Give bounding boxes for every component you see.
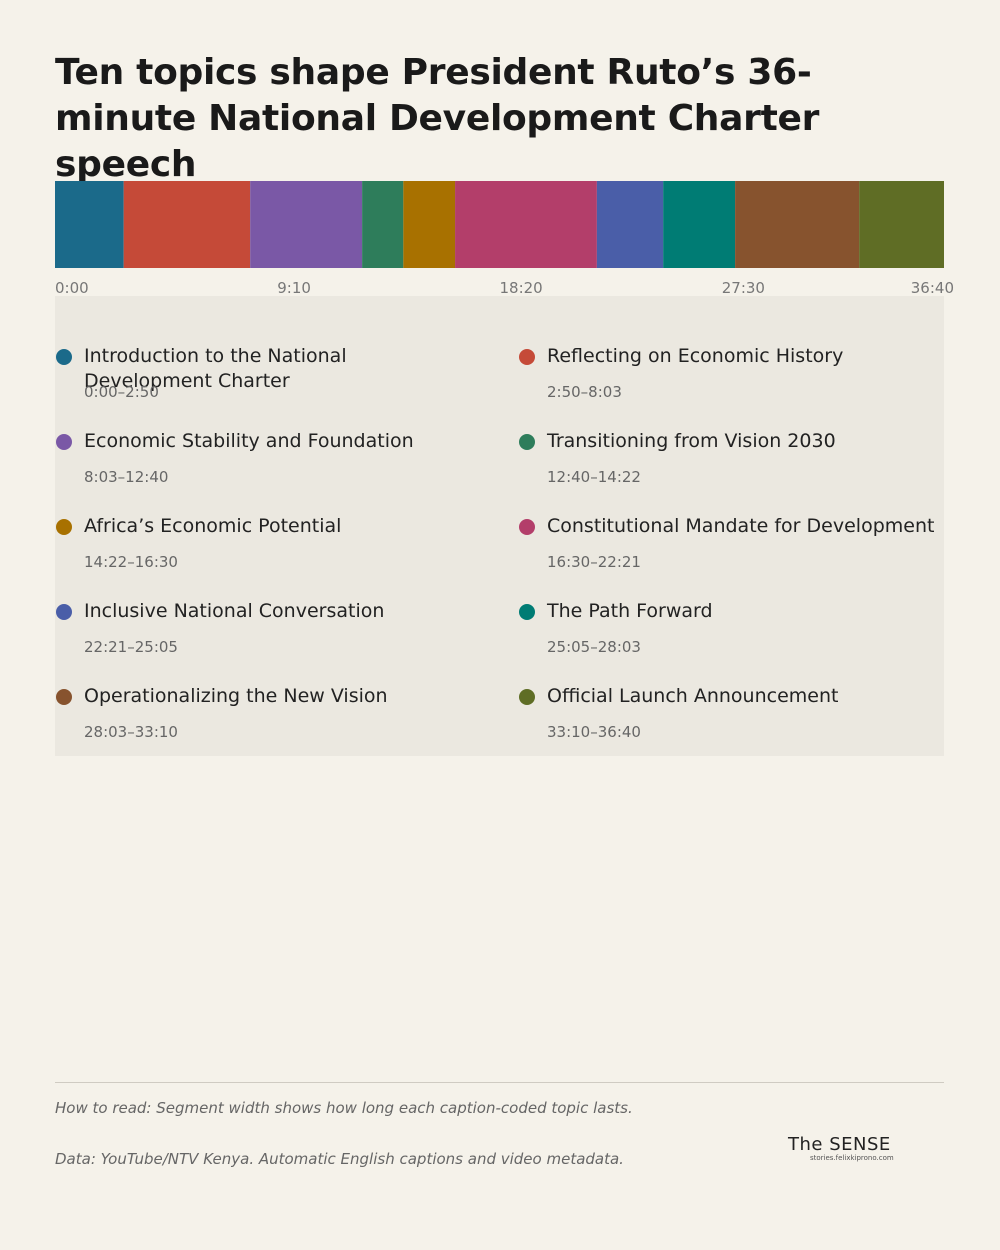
note: Data: YouTube/NTV Kenya. Automatic Engli… <box>55 1150 624 1168</box>
segment <box>403 181 456 268</box>
time-range: 16:30–22:21 <box>547 553 641 571</box>
legend-label: Official Launch Announcement <box>547 685 839 707</box>
legend-label: Operationalizing the New Vision <box>84 685 388 707</box>
x-tick-label: 18:20 <box>500 279 543 297</box>
segment <box>859 181 944 268</box>
note: How to read: Segment width shows how lon… <box>55 1099 633 1117</box>
segment <box>663 181 736 268</box>
segment <box>250 181 363 268</box>
legend-label: Introduction to the National Development… <box>84 345 347 392</box>
legend-label: Constitutional Mandate for Development <box>547 515 935 537</box>
x-tick-label: 0:00 <box>55 279 89 297</box>
legend-swatch <box>56 434 72 450</box>
legend-swatch <box>519 434 535 450</box>
legend-swatch <box>519 519 535 535</box>
legend-swatch <box>519 604 535 620</box>
legend-swatch <box>519 689 535 705</box>
time-range: 2:50–8:03 <box>547 383 622 401</box>
time-range: 25:05–28:03 <box>547 638 641 656</box>
legend-swatch <box>56 349 72 365</box>
legend-swatch <box>519 349 535 365</box>
background-panel <box>55 296 944 756</box>
chart: 0:00 9:10 18:20 27:30 36:40 <box>55 181 954 297</box>
time-range: 14:22–16:30 <box>84 553 178 571</box>
chart-title: Ten topics shape President Ruto’s 36-min… <box>55 52 820 185</box>
segment <box>596 181 664 268</box>
logo: The SENSE <box>788 1134 891 1155</box>
segment <box>55 181 124 268</box>
segment <box>455 181 597 268</box>
legend-label: Economic Stability and Foundation <box>84 430 414 452</box>
logo-subtitle: stories.felixkiprono.com <box>810 1154 894 1162</box>
time-range: 12:40–14:22 <box>547 468 641 486</box>
time-range: 8:03–12:40 <box>84 468 169 486</box>
legend-label: Transitioning from Vision 2030 <box>547 430 836 452</box>
x-tick-label: 27:30 <box>722 279 765 297</box>
legend-label: The Path Forward <box>547 600 713 622</box>
divider <box>55 1082 944 1083</box>
legend-swatch <box>56 519 72 535</box>
legend-swatch <box>56 689 72 705</box>
segment <box>123 181 251 268</box>
time-range: 0:00–2:50 <box>84 383 159 401</box>
legend-label: Africa’s Economic Potential <box>84 515 342 537</box>
time-range: 33:10–36:40 <box>547 723 641 741</box>
segment <box>735 181 860 268</box>
legend-label: Inclusive National Conversation <box>84 600 385 622</box>
legend-swatch <box>56 604 72 620</box>
legend-label: Reflecting on Economic History <box>547 345 844 367</box>
segment <box>362 181 404 268</box>
x-tick-label: 9:10 <box>277 279 311 297</box>
time-range: 28:03–33:10 <box>84 723 178 741</box>
time-range: 22:21–25:05 <box>84 638 178 656</box>
x-tick-label: 36:40 <box>911 279 954 297</box>
